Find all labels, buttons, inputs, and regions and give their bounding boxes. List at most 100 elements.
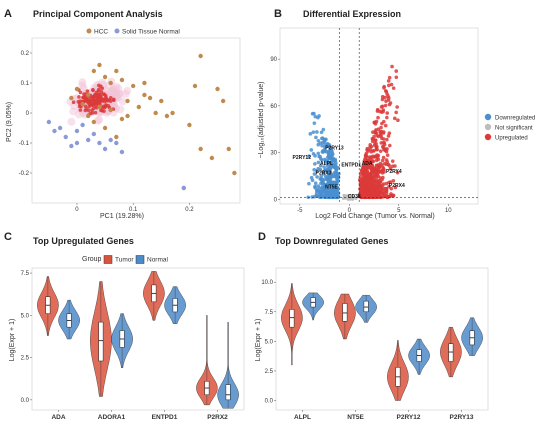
pca-core-point (104, 95, 108, 100)
pca-core-point (111, 98, 116, 103)
volcano-point-down (322, 137, 327, 142)
volcano-point-up (375, 171, 380, 176)
pca-point (170, 110, 175, 116)
volcano-point-down (319, 130, 324, 135)
volcano-point-down (313, 162, 317, 166)
pca-core-point (99, 90, 104, 94)
volcano-gene-label: ADA (362, 161, 373, 167)
volcano-point-up (378, 161, 383, 166)
volcano-point-up (375, 144, 379, 149)
pca-density-dot (123, 86, 132, 95)
pca-points (46, 53, 237, 191)
volcano-gene-label: P2RY13 (325, 145, 344, 151)
volcano-point-up (390, 159, 395, 163)
volcano-gene-labels: P2RY13 P2RY12 ALPL P2RX3 NT5E ENTPD1 CD38 ADA P2… (293, 145, 405, 199)
pca-point (108, 107, 113, 113)
legend-tumor-label: Tumor (115, 257, 134, 264)
volcano-point-up (371, 159, 376, 164)
pca-point (198, 53, 203, 59)
volcano-point-down (317, 186, 322, 191)
pca-core-point (83, 108, 88, 113)
pca-point (91, 68, 97, 74)
legend-ns-marker (484, 123, 492, 131)
pca-point (232, 170, 237, 176)
panel-d-letter: D (258, 231, 266, 243)
pca-point (226, 146, 231, 152)
volcano-point-up (382, 142, 387, 147)
volcano-gene-label: P2RX3 (316, 170, 332, 176)
volcano-ytick-label: 60 (270, 104, 277, 110)
volcano-axes: -5 0 5 10 0 30 60 90 (270, 28, 478, 214)
volcano-point-down (333, 158, 338, 163)
volcano-point-down (324, 187, 328, 192)
volcano-point-down (307, 154, 311, 158)
pca-point (164, 113, 170, 119)
downregulated-ytick-label: 0.0 (265, 399, 274, 405)
volcano-gene-label: P2RY12 (293, 155, 312, 161)
pca-point (91, 131, 97, 137)
volcano-point-up (357, 178, 362, 182)
volcano-point-down (323, 168, 328, 173)
pca-core-point (87, 98, 91, 103)
volcano-point-up (387, 163, 392, 168)
volcano-xlabel: Log2 Fold Change (Tumor vs. Normal) (315, 213, 435, 220)
volcano-point-up (361, 183, 365, 188)
volcano-point-up (358, 172, 363, 177)
volcano-gene-label: NT5E (325, 184, 338, 190)
volcano-point-up (374, 131, 378, 135)
volcano-point-up (363, 173, 367, 178)
volcano-point-down (328, 164, 333, 169)
volcano-point-ns (345, 196, 349, 200)
volcano-point-up (383, 148, 388, 153)
panel-d-title: Top Downregulated Genes (275, 236, 388, 246)
pca-point (102, 146, 108, 152)
upregulated-violins: ADA ADORA1 ENTPD1 P2RX2 0.0 2.5 5.0 7.5 (21, 271, 239, 421)
pca-point (102, 125, 108, 131)
volcano-point-down (318, 163, 323, 168)
volcano-point-up (372, 167, 377, 171)
volcano-point-down (328, 175, 333, 179)
volcano-point-down (329, 160, 333, 164)
downregulated-category-label: P2RY12 (397, 414, 421, 421)
pca-point (86, 137, 91, 143)
pca-point (181, 185, 186, 191)
legend-down-marker (484, 113, 492, 121)
volcano-point-up (389, 82, 394, 87)
pca-point (215, 86, 220, 92)
volcano-point-up (383, 103, 388, 108)
volcano-ytick-label: 0 (274, 197, 278, 203)
volcano-point-down (309, 148, 314, 152)
pca-point (74, 128, 80, 134)
pca-point (125, 113, 130, 119)
volcano-point-down (312, 167, 316, 172)
volcano-point-down (307, 181, 311, 186)
pca-core-point (83, 104, 88, 109)
volcano-point-up (388, 166, 393, 171)
volcano-point-down (311, 151, 316, 156)
volcano-point-up (385, 153, 390, 157)
volcano-point-up (380, 187, 385, 192)
volcano-point-up (393, 185, 398, 190)
volcano-point-down (320, 150, 325, 154)
pca-core-point (95, 92, 100, 97)
pca-point (114, 140, 119, 146)
volcano-point-up (367, 160, 372, 164)
pca-ytick-label: 0 (26, 111, 30, 117)
pca-ytick-label: -0.2 (19, 171, 30, 177)
volcano-point-up (386, 134, 391, 138)
volcano-point-ns (354, 196, 358, 201)
volcano-point-down (322, 165, 326, 169)
pca-xlabel: PC1 (19.28%) (100, 213, 144, 220)
volcano-ylabel: −Log₁₀(adjusted p-value) (258, 81, 265, 158)
volcano-point-down (327, 172, 331, 176)
pca-point (159, 98, 164, 104)
pca-ytick-label: -0.1 (19, 141, 30, 147)
pca-density-dot (78, 78, 87, 87)
volcano-point-down (332, 186, 337, 190)
pca-point (209, 155, 215, 161)
volcano-gene-label: ENTPD1 (341, 163, 361, 169)
pca-point (74, 86, 80, 92)
downregulated-category-label: NT5E (347, 414, 364, 421)
volcano-point-up (381, 175, 385, 180)
